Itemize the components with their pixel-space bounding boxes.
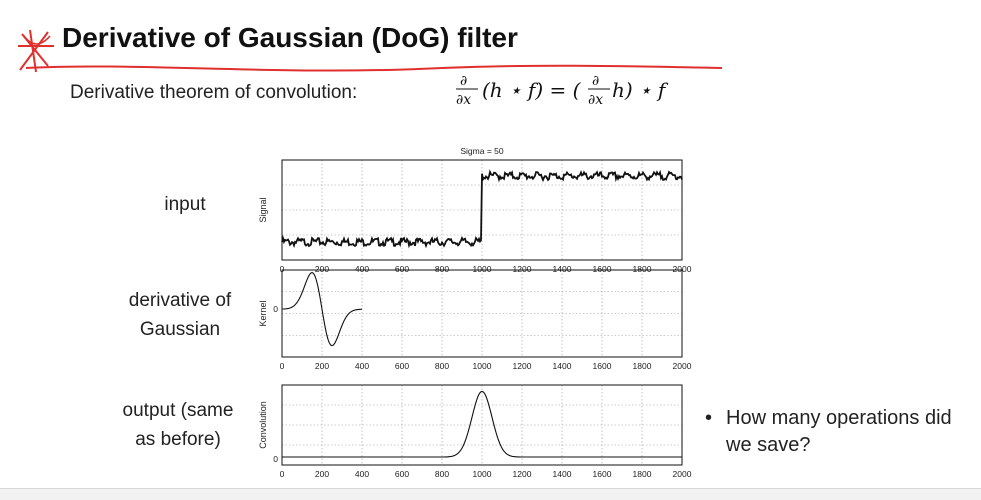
x-tick-label: 1800: [633, 469, 652, 479]
y-axis-label: Convolution: [258, 401, 268, 449]
row-label-input: input: [164, 194, 206, 215]
series-line: [281, 169, 683, 249]
x-tick-label: 0: [280, 361, 285, 371]
x-tick-label: 1400: [553, 469, 572, 479]
x-tick-label: 1800: [633, 361, 652, 371]
x-tick-label: 600: [395, 469, 409, 479]
slide-title: Derivative of Gaussian (DoG) filter: [62, 22, 518, 53]
x-tick-label: 800: [435, 361, 449, 371]
x-tick-label: 0: [280, 264, 285, 274]
chart-title: Sigma = 50: [460, 146, 504, 156]
series-line: [282, 390, 682, 458]
y-tick-label: 0: [273, 454, 278, 464]
x-tick-label: 1600: [593, 361, 612, 371]
svg-text:∂x: ∂x: [456, 92, 471, 108]
x-tick-label: 1200: [513, 361, 532, 371]
x-tick-label: 200: [315, 264, 329, 274]
plot-frame: [281, 159, 683, 261]
x-tick-label: 2000: [673, 361, 692, 371]
x-tick-label: 600: [395, 361, 409, 371]
y-axis-label: Signal: [258, 197, 268, 222]
x-tick-label: 0: [280, 469, 285, 479]
bottom-rule: [0, 488, 981, 500]
x-tick-label: 1200: [513, 264, 532, 274]
x-tick-label: 200: [315, 469, 329, 479]
x-tick-label: 600: [395, 264, 409, 274]
star-annotation-icon: [18, 29, 54, 73]
series-line: [281, 272, 363, 347]
x-tick-label: 1600: [593, 469, 612, 479]
x-tick-label: 2000: [673, 469, 692, 479]
x-tick-label: 800: [435, 469, 449, 479]
x-tick-label: 800: [435, 264, 449, 274]
bullet-dot-icon: •: [705, 407, 713, 429]
x-tick-label: 1200: [513, 469, 532, 479]
row-label-output: output (same as before): [122, 400, 234, 450]
x-tick-label: 400: [355, 264, 369, 274]
x-tick-label: 1800: [633, 264, 652, 274]
svg-text:∂: ∂: [460, 73, 467, 89]
x-tick-label: 1600: [593, 264, 612, 274]
x-tick-label: 1400: [553, 361, 572, 371]
row-label-derivative: derivative of Gaussian: [128, 290, 232, 340]
svg-text:∂: ∂: [592, 73, 599, 89]
plot-frame: [281, 384, 683, 466]
svg-text:h) ⋆ f: h) ⋆ f: [612, 78, 669, 102]
x-tick-label: 400: [355, 361, 369, 371]
y-tick-label: 0: [273, 304, 278, 314]
plot-frame: [281, 269, 683, 358]
x-tick-label: 2000: [673, 264, 692, 274]
x-tick-label: 1000: [473, 469, 492, 479]
handwritten-underline: [25, 64, 722, 72]
x-tick-label: 200: [315, 361, 329, 371]
x-tick-label: 1000: [473, 361, 492, 371]
slide-subtitle: Derivative theorem of convolution:: [70, 82, 358, 103]
svg-text:∂x: ∂x: [588, 92, 603, 108]
y-axis-label: Kernel: [258, 300, 268, 326]
bullet-question: • How many operations did we save?: [705, 407, 952, 456]
convolution-formula: ∂ ∂x (h ⋆ f) = ( ∂ ∂x h) ⋆ f: [456, 73, 669, 108]
svg-text:(h ⋆ f) = (: (h ⋆ f) = (: [482, 78, 582, 102]
matlab-plots: 0 200 400 600 800 1000 1200 1400 1600 1800 2000Sig…: [258, 146, 692, 479]
x-tick-label: 1000: [473, 264, 492, 274]
x-tick-label: 400: [355, 469, 369, 479]
x-tick-label: 1400: [553, 264, 572, 274]
